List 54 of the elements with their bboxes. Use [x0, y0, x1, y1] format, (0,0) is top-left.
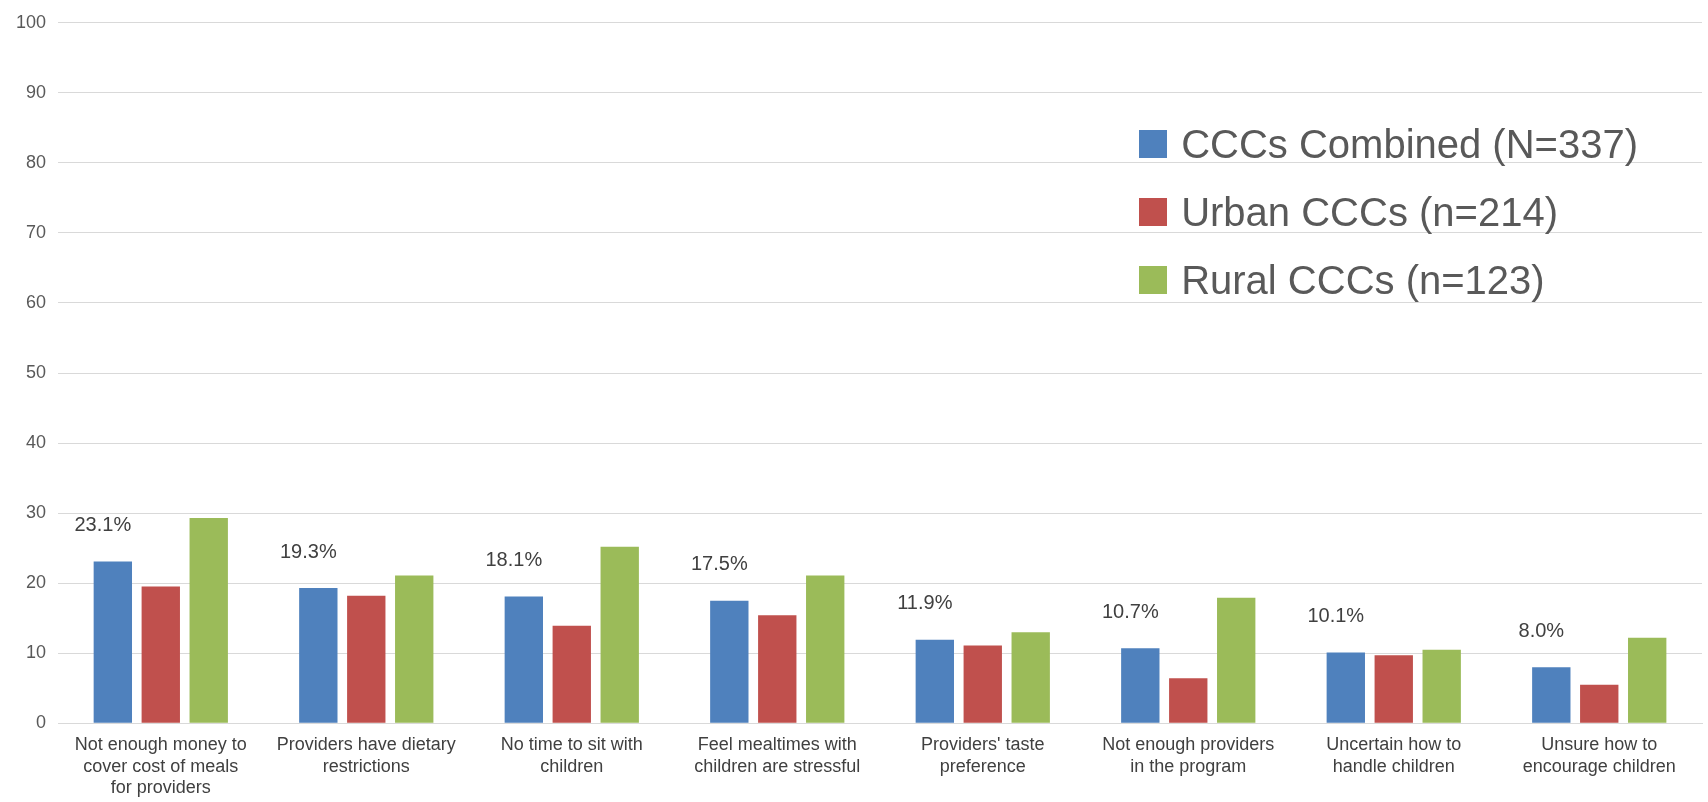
y-tick-label: 80 [26, 151, 47, 172]
x-tick-label: Not enough providers in the program [1102, 733, 1275, 776]
y-tick-label: 60 [26, 291, 47, 312]
y-tick-label: 10 [26, 642, 47, 663]
data-label: 19.3% [279, 539, 337, 562]
bar [1326, 652, 1365, 723]
bar [299, 588, 338, 723]
bar [1532, 667, 1571, 723]
x-tick-label: No time to sit with children [500, 733, 643, 776]
data-label: 11.9% [897, 591, 953, 614]
x-tick-label: Unsure how to encourage children [1522, 733, 1676, 776]
y-tick-label: 30 [26, 502, 47, 523]
data-label: 17.5% [690, 552, 748, 575]
bar [710, 600, 749, 723]
x-tick-label: Feel mealtimes with children are stressful [694, 733, 861, 776]
x-tick-label: Uncertain how to handle children [1326, 733, 1462, 776]
bar [806, 575, 845, 723]
bar [1628, 637, 1667, 723]
legend-label: CCCs Combined (N=337) [1181, 121, 1638, 168]
bar [189, 517, 228, 723]
legend-label: Urban CCCs (n=214) [1181, 189, 1558, 236]
data-label: 10.7% [1101, 599, 1159, 622]
bar [395, 575, 434, 723]
data-label: 10.1% [1307, 603, 1365, 626]
bar [1169, 678, 1208, 723]
x-tick-label: Not enough money to cover cost of meals for providers [74, 733, 247, 798]
bar [552, 625, 591, 723]
bar [963, 645, 1002, 723]
bar [1011, 632, 1050, 723]
bar [915, 639, 954, 723]
y-tick-label: 0 [36, 712, 47, 733]
bar [1422, 649, 1461, 723]
bar [758, 615, 797, 723]
bar [93, 561, 133, 723]
legend-label: Rural CCCs (n=123) [1181, 257, 1545, 304]
bar [1374, 655, 1413, 723]
y-tick-label: 70 [26, 221, 47, 242]
y-tick-label: 90 [26, 81, 47, 102]
data-label: 23.1% [74, 512, 132, 535]
bar [1217, 597, 1256, 723]
data-label: 18.1% [485, 547, 543, 570]
bar [141, 586, 180, 723]
bar [504, 596, 543, 723]
bar [600, 546, 639, 723]
y-tick-label: 20 [26, 572, 47, 593]
data-label: 8.0% [1518, 618, 1565, 641]
x-tick-label: Providers' taste preference [921, 733, 1045, 776]
x-tick-label: Providers have dietary restrictions [276, 733, 456, 776]
bar [1580, 684, 1619, 723]
y-tick-label: 100 [15, 11, 47, 32]
bar [1121, 648, 1160, 723]
bar [347, 595, 386, 723]
y-tick-label: 50 [26, 361, 47, 382]
y-tick-label: 40 [26, 432, 47, 453]
